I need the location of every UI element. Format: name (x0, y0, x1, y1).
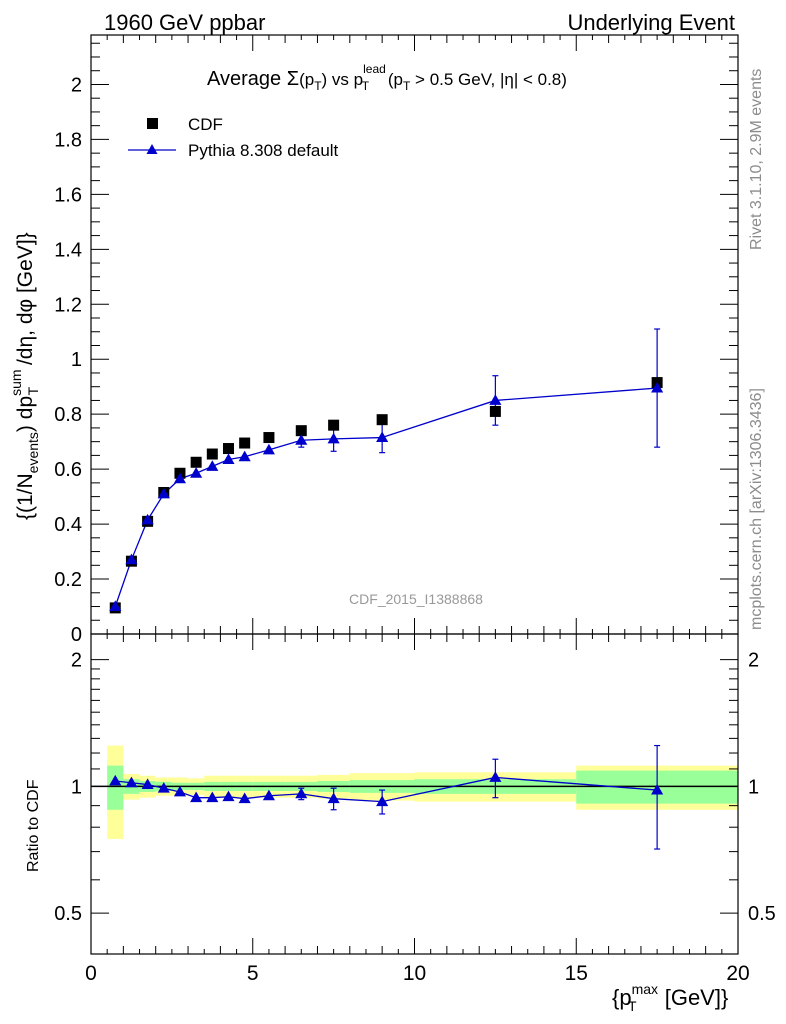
ratio-uncertainty-bands (91, 745, 738, 840)
mc-data-point (173, 472, 187, 484)
analysis-watermark: CDF_2015_I1388868 (349, 591, 483, 607)
mc-ratio-point (651, 783, 664, 795)
cdf-data-point (295, 425, 307, 437)
ratio-data-marks (109, 744, 664, 850)
ratio-y-tick-label-right: 2 (748, 650, 759, 672)
mc-ratio-point (206, 791, 219, 803)
mcplots-label: mcplots.cern.ch [arXiv:1306.3436] (748, 388, 765, 630)
ratio-y-axis-label: Ratio to CDF (25, 779, 42, 872)
legend-data-marker (147, 118, 158, 129)
mc-data-point (206, 460, 219, 471)
main-axes: 0 0.2 0.4 0.6 0.8 1 1.2 1.4 1.6 1.8 2 (54, 34, 739, 646)
mc-ratio-point (125, 776, 138, 788)
mc-ratio-point (173, 785, 187, 797)
cdf-data-point (190, 456, 202, 468)
cdf-data-point (222, 443, 234, 455)
mc-data-point (295, 434, 308, 445)
mc-ratio-point (141, 778, 154, 790)
mc-ratio-point (238, 792, 251, 804)
mc-ratio-point (262, 789, 275, 801)
cdf-data-point (206, 448, 218, 460)
ratio-band-inner (107, 765, 124, 810)
main-y-axis-label: {(1/Nevents) dpsumT /dη, dφ [GeV]} (8, 232, 41, 520)
mc-data-point (109, 600, 122, 611)
mc-ratio-point (157, 782, 170, 793)
ratio-y-tick-label-right: 0.5 (748, 903, 776, 925)
legend-data-label: CDF (188, 115, 223, 134)
mc-ratio-point (109, 774, 122, 786)
main-y-tick-label: 2 (71, 74, 82, 96)
mc-data-point (125, 553, 138, 565)
main-y-tick-label: 1.6 (54, 184, 82, 206)
legend-mc-marker (146, 144, 158, 154)
cdf-data-point (328, 419, 340, 431)
x-tick-label: 0 (85, 962, 97, 985)
mc-ratio-point (376, 795, 389, 807)
mc-data-point (238, 450, 251, 462)
plot-title: Average Σ(pT) vs plead T (pT > 0.5 GeV, |… (207, 62, 567, 93)
x-tick-label: 5 (247, 962, 259, 985)
x-tick-label: 20 (726, 962, 749, 985)
cdf-data-point (263, 432, 275, 444)
main-y-tick-label: 0.6 (54, 459, 82, 481)
cdf-data-point (489, 405, 501, 417)
ratio-axes: 0 5 10 15 20 0.5 0.5 1 1 2 2 (54, 618, 776, 985)
ratio-y-tick-label: 0.5 (54, 903, 82, 925)
mc-data-point (262, 443, 275, 455)
main-data-marks (109, 328, 664, 614)
main-y-tick-label: 0 (71, 624, 82, 646)
x-tick-label: 10 (403, 962, 426, 985)
header-left-label: 1960 GeV ppbar (104, 10, 265, 35)
ratio-y-tick-label: 1 (71, 776, 82, 798)
main-y-tick-label: 0.8 (54, 404, 82, 426)
mc-data-point (141, 513, 154, 525)
mc-data-point (376, 431, 389, 442)
mc-ratio-point (327, 792, 340, 804)
header-right-label: Underlying Event (567, 10, 735, 35)
main-y-tick-label: 1 (71, 349, 82, 371)
cdf-data-point (239, 437, 251, 449)
main-y-tick-label: 1.2 (54, 294, 82, 316)
main-y-tick-label: 0.4 (54, 514, 82, 536)
mc-data-point (190, 467, 203, 478)
mc-data-point (157, 487, 170, 499)
main-y-tick-label: 1.4 (54, 239, 82, 261)
main-y-tick-label: 1.8 (54, 129, 82, 151)
mc-ratio-point (489, 771, 502, 782)
ratio-y-tick-label: 2 (71, 650, 82, 672)
legend-mc-label: Pythia 8.308 default (188, 141, 339, 160)
main-y-tick-label: 0.2 (54, 569, 82, 591)
mc-data-point (489, 394, 502, 405)
ratio-y-tick-label-right: 1 (748, 776, 759, 798)
mc-data-point (651, 381, 664, 393)
x-tick-label: 15 (565, 962, 588, 985)
mc-data-point (327, 432, 340, 444)
mc-ratio-point (190, 791, 203, 803)
cdf-data-point (376, 414, 388, 426)
mc-ratio-point (222, 790, 235, 802)
x-axis-label: {pmax T [GeV]} (612, 981, 728, 1014)
mc-ratio-point (295, 787, 308, 799)
mc-data-point (222, 453, 235, 464)
rivet-label: Rivet 3.1.10, 2.9M events (748, 69, 765, 250)
